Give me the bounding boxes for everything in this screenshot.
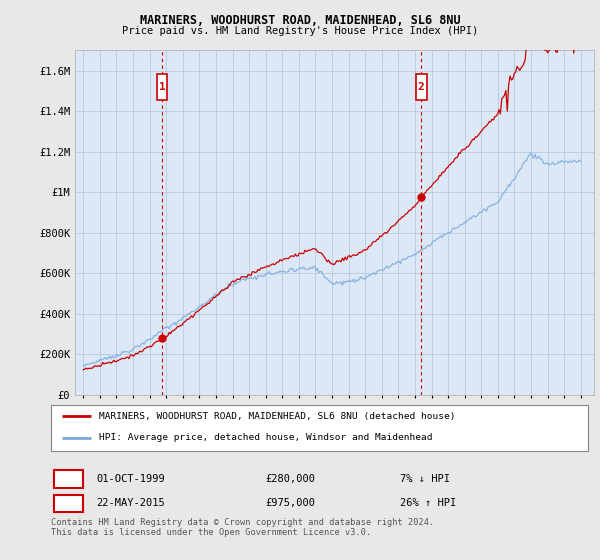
Text: £280,000: £280,000 [266, 474, 316, 484]
Text: 7% ↓ HPI: 7% ↓ HPI [400, 474, 450, 484]
Text: 1: 1 [158, 82, 166, 92]
Text: 2: 2 [418, 82, 425, 92]
Text: Contains HM Land Registry data © Crown copyright and database right 2024.
This d: Contains HM Land Registry data © Crown c… [51, 518, 434, 538]
FancyBboxPatch shape [53, 494, 83, 512]
Text: 01-OCT-1999: 01-OCT-1999 [97, 474, 166, 484]
Text: 1: 1 [65, 474, 72, 484]
Text: 22-MAY-2015: 22-MAY-2015 [97, 498, 166, 508]
FancyBboxPatch shape [157, 74, 167, 100]
FancyBboxPatch shape [416, 74, 427, 100]
Text: 26% ↑ HPI: 26% ↑ HPI [400, 498, 457, 508]
Text: Price paid vs. HM Land Registry's House Price Index (HPI): Price paid vs. HM Land Registry's House … [122, 26, 478, 36]
Text: HPI: Average price, detached house, Windsor and Maidenhead: HPI: Average price, detached house, Wind… [100, 433, 433, 442]
FancyBboxPatch shape [53, 470, 83, 488]
Text: MARINERS, WOODHURST ROAD, MAIDENHEAD, SL6 8NU (detached house): MARINERS, WOODHURST ROAD, MAIDENHEAD, SL… [100, 412, 456, 421]
Text: £975,000: £975,000 [266, 498, 316, 508]
Text: MARINERS, WOODHURST ROAD, MAIDENHEAD, SL6 8NU: MARINERS, WOODHURST ROAD, MAIDENHEAD, SL… [140, 14, 460, 27]
Text: 2: 2 [65, 498, 72, 508]
